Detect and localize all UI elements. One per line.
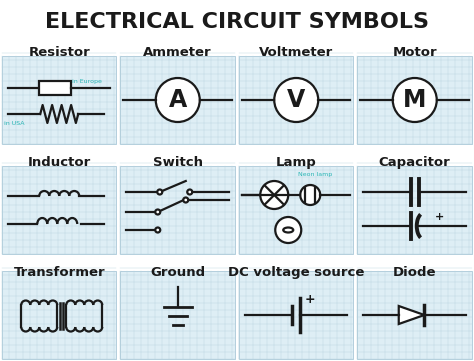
Text: V: V [287,88,305,112]
Bar [2,271,117,359]
Text: Resistor: Resistor [28,46,90,59]
Text: Capacitor: Capacitor [379,156,451,169]
Circle shape [157,190,162,195]
Circle shape [275,217,301,243]
Text: Ground: Ground [150,266,205,279]
Text: Diode: Diode [393,266,437,279]
Circle shape [393,78,437,122]
Bar [120,56,235,144]
Text: Lamp: Lamp [276,156,317,169]
Circle shape [155,227,160,232]
Bar [39,81,71,95]
Bar [239,56,354,144]
Circle shape [155,209,160,214]
Circle shape [300,185,320,205]
Bar [357,56,472,144]
Text: ELECTRICAL CIRCUIT SYMBOLS: ELECTRICAL CIRCUIT SYMBOLS [45,12,429,32]
Text: Transformer: Transformer [13,266,105,279]
Text: Motor: Motor [392,46,437,59]
Text: +: + [304,293,315,306]
Circle shape [183,197,188,203]
Bar [357,166,472,254]
Text: in Europe: in Europe [72,79,102,84]
Circle shape [156,78,200,122]
Text: Neon lamp: Neon lamp [298,172,332,177]
Text: Switch: Switch [153,156,203,169]
Text: M: M [403,88,427,112]
Bar [357,271,472,359]
Text: Ammeter: Ammeter [144,46,212,59]
Text: in USA: in USA [4,121,25,126]
Bar [239,166,354,254]
Text: Inductor: Inductor [27,156,91,169]
Circle shape [260,181,288,209]
Ellipse shape [283,227,293,232]
Bar [120,271,235,359]
Circle shape [187,190,192,195]
Bar [2,166,117,254]
Text: +: + [435,212,444,222]
Bar [239,271,354,359]
Text: A: A [169,88,187,112]
Text: DC voltage source: DC voltage source [228,266,365,279]
Polygon shape [399,306,424,324]
Bar [120,166,235,254]
Circle shape [274,78,318,122]
Text: Voltmeter: Voltmeter [259,46,333,59]
Bar [2,56,117,144]
